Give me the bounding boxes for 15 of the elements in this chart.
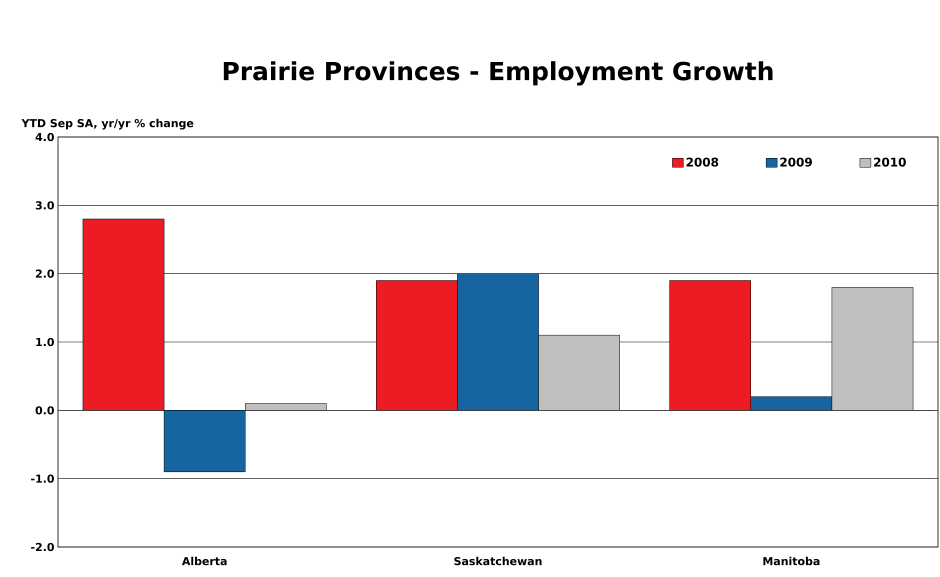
y-tick-label: 2.0 xyxy=(36,270,54,278)
y-tick-label: 4.0 xyxy=(36,132,54,142)
y-axis-title: YTD Sep SA, yr/yr % change xyxy=(21,118,194,130)
y-tick-label: 1.0 xyxy=(36,338,54,346)
y-tick-label: 0.0 xyxy=(36,406,54,414)
legend-label: 2008 xyxy=(686,158,718,167)
x-tick-label: Manitoba xyxy=(763,556,820,566)
x-tick-label: Alberta xyxy=(182,556,227,566)
legend-label: 2009 xyxy=(780,158,812,167)
y-tick-label: 3.0 xyxy=(36,201,54,210)
y-tick-label: -2.0 xyxy=(31,542,54,552)
legend-label: 2010 xyxy=(874,158,906,167)
x-tick-label: Saskatchewan xyxy=(454,556,542,566)
y-tick-label: -1.0 xyxy=(31,474,54,483)
chart-title: Prairie Provinces - Employment Growth xyxy=(224,61,772,86)
